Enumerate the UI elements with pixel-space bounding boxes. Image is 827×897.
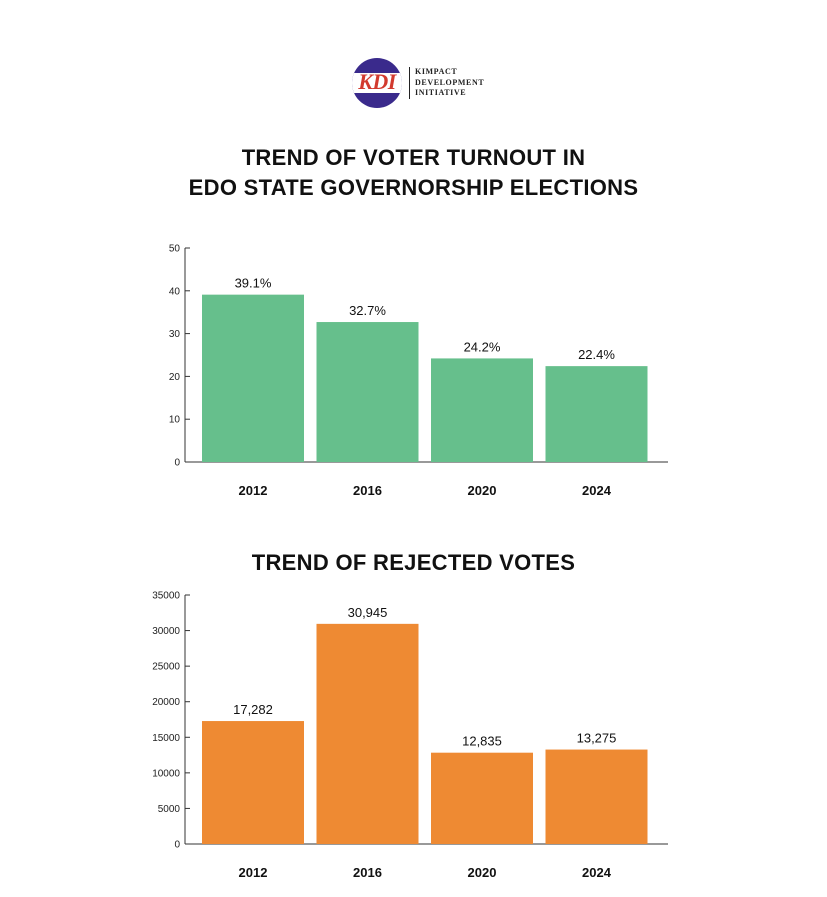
rejected-votes-chart-title: TREND OF REJECTED VOTES [251, 550, 576, 575]
turnout-x-tick-label: 2016 [353, 483, 382, 498]
kdi-logo: KDI KIMPACT DEVELOPMENT INITIATIVE [349, 57, 509, 109]
rejected-bar [316, 623, 419, 844]
rejected-bar [202, 721, 304, 844]
turnout-y-tick-label: 50 [169, 244, 181, 255]
rejected-data-label: 17,282 [233, 702, 273, 717]
rejected-y-tick-label: 10000 [152, 768, 180, 779]
turnout-y-tick-label: 10 [169, 415, 181, 426]
logo-divider [409, 67, 410, 99]
rejected-bar [545, 749, 648, 844]
turnout-data-label: 24.2% [464, 339, 501, 354]
turnout-x-tick-label: 2012 [239, 483, 268, 498]
voter-turnout-bar-chart: 0 10 20 30 40 50 39.1% 2012 32.7% 2016 24.2% 2020 22… [169, 244, 668, 498]
rejected-y-tick-label: 20000 [152, 697, 180, 708]
turnout-data-label: 22.4% [578, 347, 615, 362]
turnout-y-tick-label: 0 [174, 458, 180, 469]
rejected-y-tick-label: 0 [174, 840, 180, 851]
turnout-chart-title: TREND OF VOTER TURNOUT IN EDO STATE GOVE… [0, 143, 827, 203]
logo-line-3: INITIATIVE [415, 88, 467, 97]
rejected-y-tick-label: 15000 [152, 733, 180, 744]
turnout-y-tick-label: 40 [169, 286, 181, 297]
kdi-logo-text: KIMPACT DEVELOPMENT INITIATIVE [415, 67, 484, 99]
turnout-data-label: 32.7% [349, 303, 386, 318]
rejected-bar [431, 752, 533, 844]
turnout-bar [545, 366, 648, 462]
rejected-y-tick-label: 35000 [152, 591, 180, 602]
rejected-y-tick-label: 25000 [152, 662, 180, 673]
kdi-logo-mark: KDI [358, 69, 396, 94]
logo-line-2: DEVELOPMENT [415, 77, 485, 87]
kdi-logo-emblem [352, 58, 402, 108]
turnout-bar [431, 358, 533, 462]
turnout-bar [202, 294, 304, 462]
rejected-data-label: 12,835 [462, 734, 502, 749]
turnout-bar [316, 322, 419, 462]
rejected-y-tick-label: 30000 [152, 626, 180, 637]
logo-line-1: KIMPACT [415, 67, 458, 76]
turnout-title-line-2: EDO STATE GOVERNORSHIP ELECTIONS [188, 175, 639, 200]
turnout-x-tick-label: 2020 [468, 483, 497, 498]
rejected-x-tick-label: 2024 [582, 865, 612, 880]
turnout-y-tick-label: 20 [169, 372, 181, 383]
turnout-data-label: 39.1% [235, 276, 272, 291]
rejected-data-label: 30,945 [348, 605, 388, 620]
rejected-y-tick-label: 5000 [158, 804, 181, 815]
turnout-y-tick-label: 30 [169, 329, 181, 340]
rejected-x-tick-label: 2020 [468, 865, 497, 880]
turnout-x-tick-label: 2024 [582, 483, 612, 498]
rejected-votes-bar-chart: 0 5000 10000 15000 20000 25000 30000 35000 17,28… [152, 591, 668, 880]
rejected-x-tick-label: 2016 [353, 865, 382, 880]
rejected-x-tick-label: 2012 [239, 865, 268, 880]
rejected-data-label: 13,275 [577, 731, 617, 746]
turnout-title-line-1: TREND OF VOTER TURNOUT IN [241, 145, 586, 170]
